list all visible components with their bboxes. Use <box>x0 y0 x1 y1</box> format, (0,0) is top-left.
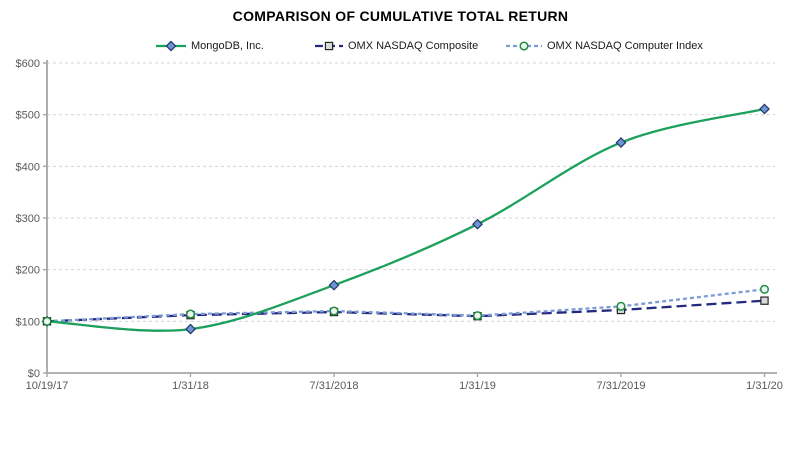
legend-label-nasdaq-composite: OMX NASDAQ Composite <box>348 40 479 52</box>
svg-text:$300: $300 <box>16 213 40 225</box>
svg-text:$600: $600 <box>16 58 40 70</box>
legend-item-nasdaq-computer: OMX NASDAQ Computer Index <box>505 39 703 53</box>
composite-line-sample-icon <box>315 41 343 51</box>
svg-text:7/31/2019: 7/31/2019 <box>597 380 646 392</box>
mongodb-line-sample-icon <box>156 40 186 52</box>
svg-text:1/31/19: 1/31/19 <box>459 380 496 392</box>
svg-text:$100: $100 <box>16 316 40 328</box>
legend-label-nasdaq-computer: OMX NASDAQ Computer Index <box>547 40 703 52</box>
svg-text:$200: $200 <box>16 265 40 277</box>
svg-text:$500: $500 <box>16 110 40 122</box>
legend-label-mongodb: MongoDB, Inc. <box>191 40 264 52</box>
legend-item-mongodb: MongoDB, Inc. <box>155 39 264 53</box>
svg-text:7/31/2018: 7/31/2018 <box>310 380 359 392</box>
legend-item-nasdaq-composite: OMX NASDAQ Composite <box>314 39 478 53</box>
computer-index-line-sample-icon <box>506 41 542 51</box>
svg-text:$0: $0 <box>28 368 40 380</box>
chart-title: COMPARISON OF CUMULATIVE TOTAL RETURN <box>232 8 569 24</box>
svg-text:1/31/18: 1/31/18 <box>172 380 209 392</box>
svg-text:10/19/17: 10/19/17 <box>26 380 69 392</box>
svg-text:$400: $400 <box>16 161 40 173</box>
svg-text:1/31/20: 1/31/20 <box>746 380 783 392</box>
